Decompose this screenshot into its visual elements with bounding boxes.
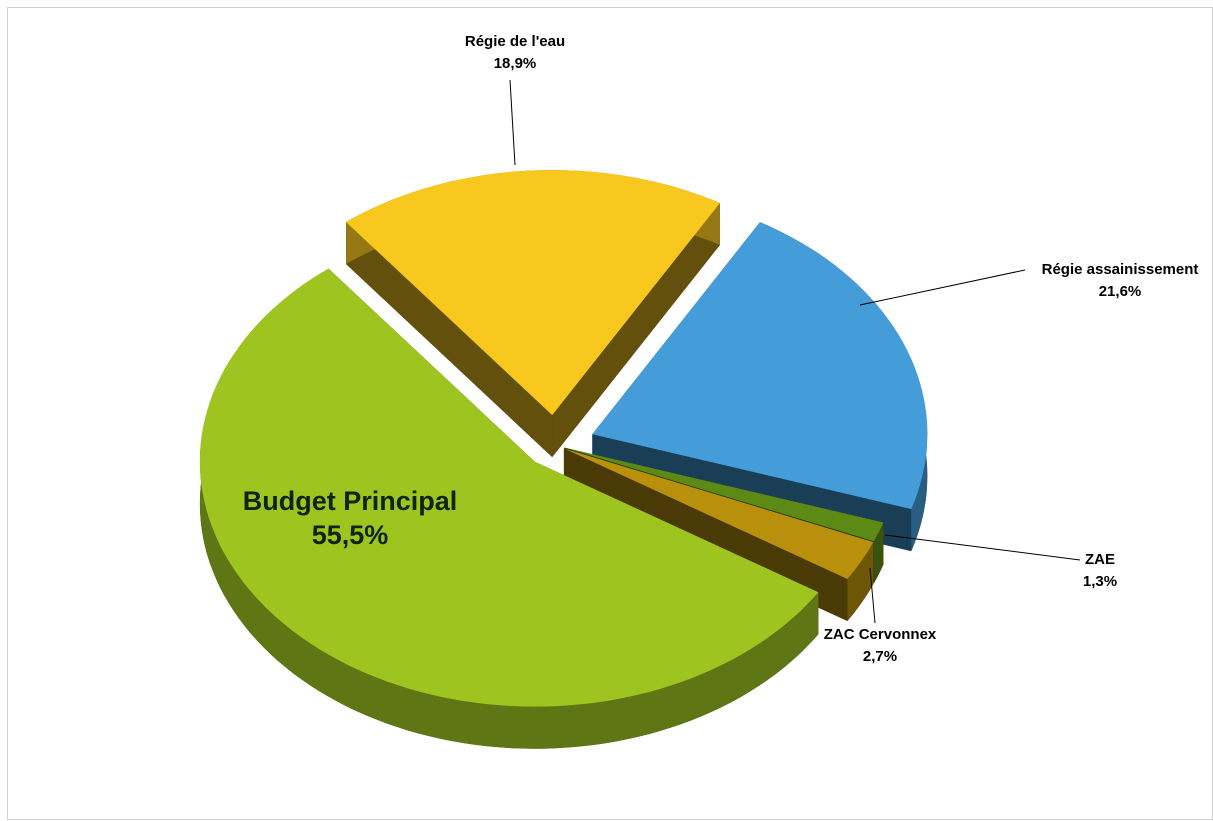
slice-tops [199, 170, 928, 707]
slice [199, 268, 819, 707]
slice [564, 447, 884, 542]
value-label: 21,6% [1099, 283, 1142, 300]
slice-outer-wall [847, 542, 874, 621]
slice [346, 170, 720, 416]
leader-line [869, 567, 876, 624]
category-label: ZAC Cervonnex [824, 626, 937, 643]
value-label: 1,3% [1083, 573, 1117, 590]
category-label: Régie de l'eau [465, 33, 565, 50]
slice-outer-wall [873, 522, 884, 584]
leader-line [509, 79, 516, 166]
category-label: ZAE [1085, 551, 1115, 568]
category-label: Budget Principal [243, 486, 458, 516]
slice [563, 448, 874, 579]
slice-edge-wall [346, 222, 553, 458]
category-label: Régie assainissement [1042, 261, 1199, 278]
leader-line [884, 534, 1081, 561]
labels: Régie de l'eau 18,9% Régie assainissement 2… [243, 33, 1199, 665]
value-label: 55,5% [312, 520, 389, 550]
slice [592, 222, 928, 510]
leader-line [859, 269, 1026, 306]
value-label: 18,9% [494, 55, 537, 72]
slice-edge-wall [552, 203, 720, 458]
value-label: 2,7% [863, 648, 897, 665]
